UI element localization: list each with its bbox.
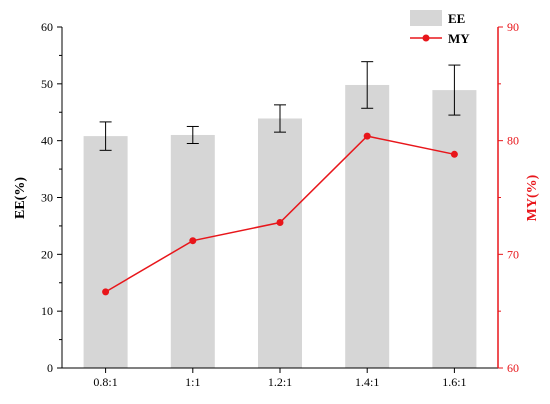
y-axis-title: EE(%) xyxy=(13,177,28,219)
bar-ee-4 xyxy=(432,90,477,369)
point-my-1 xyxy=(189,237,197,245)
y-tick-label-4: 40 xyxy=(41,134,53,148)
axes-layer: 0 10 20 30 40 50 60 60 70 80 90 0.8:1 1:1 1.2:1 1.4:1 1… xyxy=(41,20,519,389)
point-my-2 xyxy=(276,219,284,227)
y2-tick-label-2: 80 xyxy=(507,134,519,148)
x-tick-label-1: 1:1 xyxy=(185,375,200,389)
x-tick-label-0: 0.8:1 xyxy=(93,375,117,389)
bars-layer xyxy=(83,84,477,369)
bar-ee-0 xyxy=(83,136,128,368)
point-my-3 xyxy=(363,132,371,140)
legend-swatch-ee xyxy=(410,10,442,26)
point-my-4 xyxy=(450,150,458,158)
bar-ee-3 xyxy=(345,84,390,368)
legend-label-ee: EE xyxy=(448,11,465,26)
y-tick-label-5: 50 xyxy=(41,77,53,91)
x-tick-label-3: 1.4:1 xyxy=(355,375,379,389)
y2-tick-label-1: 70 xyxy=(507,247,519,261)
y-tick-label-1: 10 xyxy=(41,304,53,318)
error-bars-layer xyxy=(99,61,461,151)
y-tick-label-2: 20 xyxy=(41,247,53,261)
line-layer xyxy=(102,132,458,296)
x-tick-label-4: 1.6:1 xyxy=(442,375,466,389)
y2-axis-title: MY(%) xyxy=(525,174,540,221)
x-tick-label-2: 1.2:1 xyxy=(268,375,292,389)
legend: EE MY xyxy=(410,10,470,46)
y2-tick-label-3: 90 xyxy=(507,20,519,34)
y2-tick-label-0: 60 xyxy=(507,361,519,375)
point-my-0 xyxy=(102,288,110,296)
legend-label-my: MY xyxy=(448,31,470,46)
y-tick-label-0: 0 xyxy=(47,361,53,375)
bar-ee-2 xyxy=(258,118,302,368)
legend-marker-my xyxy=(422,34,430,42)
y-tick-label-6: 60 xyxy=(41,20,53,34)
y-tick-label-3: 30 xyxy=(41,191,53,205)
bar-ee-1 xyxy=(170,134,215,368)
